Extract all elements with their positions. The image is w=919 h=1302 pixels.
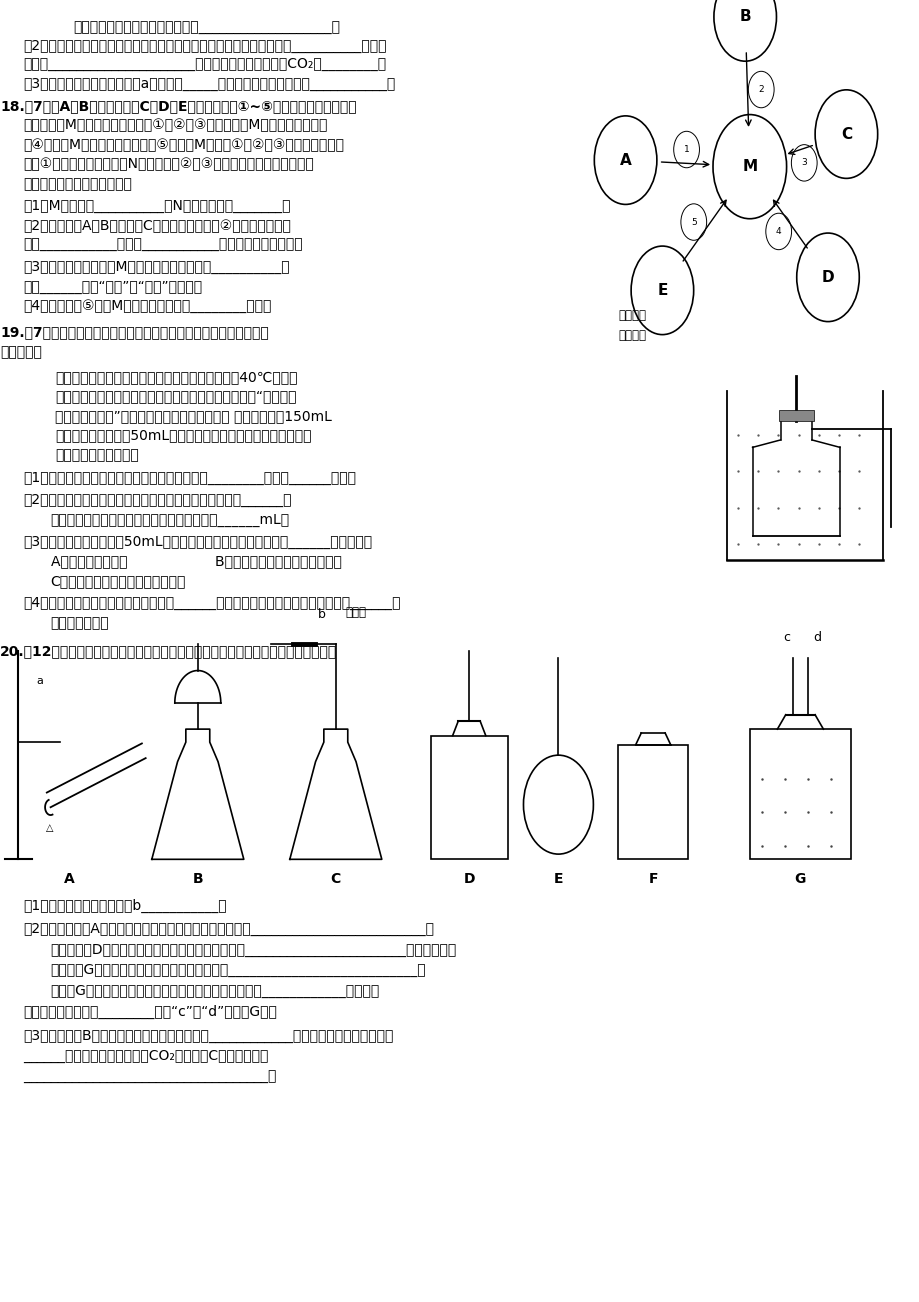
FancyBboxPatch shape bbox=[777, 410, 813, 422]
Text: d: d bbox=[812, 630, 820, 643]
Text: E: E bbox=[656, 283, 667, 298]
Text: D: D bbox=[821, 270, 834, 285]
Text: （答一点即可）: （答一点即可） bbox=[51, 616, 109, 630]
Text: 2: 2 bbox=[757, 85, 763, 94]
Text: 径④来生产M，自然界可通过途径⑤来提供M；途径①、②、③反应类型相同，: 径④来生产M，自然界可通过途径⑤来提供M；途径①、②、③反应类型相同， bbox=[23, 138, 344, 152]
Text: 19.（7分）某化学兴趣小组的同学对空气中氧气含量的测定实验进行: 19.（7分）某化学兴趣小组的同学对空气中氧气含量的测定实验进行 bbox=[0, 326, 268, 340]
Text: （2）白磷从燃烧到息灯冷却的过程中，瓶内水面的变化是______；: （2）白磷从燃烧到息灯冷却的过程中，瓶内水面的变化是______； bbox=[23, 493, 291, 508]
Text: 质未写出，请回答下列问题。: 质未写出，请回答下列问题。 bbox=[23, 177, 131, 191]
Text: 若装置G内装满水用于测定产生氧气的体积，此时还需要____________（填仪器: 若装置G内装满水用于测定产生氧气的体积，此时还需要____________（填仪… bbox=[51, 984, 380, 999]
Text: 若选装置G向上排空气法收集氧气，验满方法为___________________________。: 若选装置G向上排空气法收集氧气，验满方法为___________________… bbox=[51, 963, 425, 978]
Text: 性质为_____________________，因此在一般情况下可用CO₂来________。: 性质为_____________________，因此在一般情况下可用CO₂来_… bbox=[23, 57, 386, 72]
Text: 已知白磷与红磷的组成相同，在空气中，温度超过40℃，白磷: 已知白磷与红磷的组成相同，在空气中，温度超过40℃，白磷 bbox=[55, 370, 298, 384]
Text: 18.（7分）A、B均为纯净物，C、D、E均为混合物；①~⑤五条途径（见右图）都: 18.（7分）A、B均为纯净物，C、D、E均为混合物；①~⑤五条途径（见右图）都 bbox=[0, 99, 357, 113]
Text: 就可以自燃，反应原理和红磷与氧气反应相同。右图是“空气中氧: 就可以自燃，反应原理和红磷与氧气反应相同。右图是“空气中氧 bbox=[55, 389, 297, 404]
Text: 止水夷: 止水夷 bbox=[345, 605, 366, 618]
Text: A: A bbox=[63, 872, 74, 885]
Text: （3）图丙电解水实验中，试管a中气体为_____，该反应的符号表达式为___________。: （3）图丙电解水实验中，试管a中气体为_____，该反应的符号表达式为_____… bbox=[23, 77, 395, 91]
Text: c: c bbox=[782, 630, 789, 643]
Text: 属于______（填“物理”或“化学”）变化。: 属于______（填“物理”或“化学”）变化。 bbox=[23, 280, 202, 294]
Text: （2）图乙实验中观察到下方的蜡烛先息灯，说明二氧化碳的物理性质为__________，化学: （2）图乙实验中观察到下方的蜡烛先息灯，说明二氧化碳的物理性质为________… bbox=[23, 39, 386, 53]
Text: 棒，白磷立即被点燃。: 棒，白磷立即被点燃。 bbox=[55, 448, 139, 462]
Text: C．缓冲集气瓶内的气压的騽然升高: C．缓冲集气瓶内的气压的騽然升高 bbox=[51, 574, 186, 589]
Text: C: C bbox=[840, 126, 851, 142]
Text: （2）实验室若用A装置制取氧气，发生反应的文字表达式为_________________________。: （2）实验室若用A装置制取氧气，发生反应的文字表达式为_____________… bbox=[23, 922, 434, 936]
Text: B: B bbox=[739, 9, 750, 25]
Text: C: C bbox=[330, 872, 341, 885]
Text: 20.（12分）某兴趣小组根据如图装置进行实验室制取气体的探究，请你参与并回答。: 20.（12分）某兴趣小组根据如图装置进行实验室制取气体的探究，请你参与并回答。 bbox=[0, 644, 337, 659]
Text: G: G bbox=[794, 872, 805, 885]
Text: 的集气瓶里，先装进50mL的水，再按图连好仪器，按下热的玻璃: 的集气瓶里，先装进50mL的水，再按图连好仪器，按下热的玻璃 bbox=[55, 428, 312, 443]
Text: B: B bbox=[192, 872, 203, 885]
Text: 下端烧热: 下端烧热 bbox=[618, 309, 645, 322]
FancyBboxPatch shape bbox=[430, 736, 507, 859]
Text: 石灰水中发生反应的文字表达式是___________________。: 石灰水中发生反应的文字表达式是___________________。 bbox=[74, 21, 340, 35]
Text: （3）集气瓶里预先装进瘆50mL水，在实验过程中起到哪些作用？______（填字母）: （3）集气瓶里预先装进瘆50mL水，在实验过程中起到哪些作用？______（填字… bbox=[23, 535, 371, 549]
Text: 若实验非常成功，最终集气瓶中水的体积约为______mL。: 若实验非常成功，最终集气瓶中水的体积约为______mL。 bbox=[51, 513, 289, 527]
FancyBboxPatch shape bbox=[618, 745, 687, 859]
Text: 5: 5 bbox=[690, 217, 696, 227]
Text: A: A bbox=[619, 152, 630, 168]
Text: F: F bbox=[648, 872, 657, 885]
FancyBboxPatch shape bbox=[749, 729, 850, 859]
Text: ___________________________________。: ___________________________________。 bbox=[23, 1070, 276, 1085]
Text: （3）若用装置B制取氧气，反应的符号表达式为____________，锥形瓶中所装黑色固体起: （3）若用装置B制取氧气，反应的符号表达式为____________，锥形瓶中所… bbox=[23, 1029, 393, 1043]
Text: 4: 4 bbox=[775, 227, 780, 236]
Text: D: D bbox=[463, 872, 474, 885]
Text: （4）通过途径⑤提供M在自然界中被称为________作用。: （4）通过途径⑤提供M在自然界中被称为________作用。 bbox=[23, 299, 271, 314]
Text: （3）工业上需要大量的M时，一般采用的方法是__________，: （3）工业上需要大量的M时，一般采用的方法是__________， bbox=[23, 260, 289, 275]
Text: （1）M的名称为__________，N的化学符号是_______。: （1）M的名称为__________，N的化学符号是_______。 bbox=[23, 199, 290, 214]
Text: 名称），氧气由导管________（填“c”或“d”）进入G中。: 名称），氧气由导管________（填“c”或“d”）进入G中。 bbox=[23, 1005, 277, 1019]
Text: 若某同学用D装置收集一瓶较纯净的氧气，当观察到_______________________时开始收集。: 若某同学用D装置收集一瓶较纯净的氧气，当观察到_________________… bbox=[51, 943, 457, 957]
Text: （2）常温下，A、B为固体，C为液体，写出途径②反应的文字表达: （2）常温下，A、B为固体，C为液体，写出途径②反应的文字表达 bbox=[23, 219, 290, 233]
Text: △: △ bbox=[46, 823, 53, 833]
Text: b: b bbox=[317, 608, 325, 621]
Text: 3: 3 bbox=[800, 159, 806, 168]
Text: A．加快集气瓶冷却                    B．液封导气管末端以防气体逸出: A．加快集气瓶冷却 B．液封导气管末端以防气体逸出 bbox=[51, 555, 341, 569]
Text: （4）实验后，集气瓶内剩余气体主要是______，从实验可知这种气体具体的性质有______。: （4）实验后，集气瓶内剩余气体主要是______，从实验可知这种气体具体的性质有… bbox=[23, 596, 400, 611]
Text: 气体积分数测定”实验的改进装置，主要操作是 在实验容积为150mL: 气体积分数测定”实验的改进装置，主要操作是 在实验容积为150mL bbox=[55, 409, 332, 423]
Text: 的玻璃棒: 的玻璃棒 bbox=[618, 328, 645, 341]
Text: （1）请写出白磷与氧气反应的化学符号表达式为________，属于______反应。: （1）请写出白磷与氧气反应的化学符号表达式为________，属于______反… bbox=[23, 471, 356, 486]
Text: 会产生气体M，实验室可利用途径①、②、③反应来制取M，工业上可通过途: 会产生气体M，实验室可利用途径①、②、③反应来制取M，工业上可通过途 bbox=[23, 118, 327, 133]
Text: 途径①反应生成的一种物质N可作为途径②、③反应的催化剂。图中部分物: 途径①反应生成的一种物质N可作为途径②、③反应的催化剂。图中部分物 bbox=[23, 158, 313, 172]
Text: 1: 1 bbox=[683, 145, 688, 154]
Text: 式：___________。属于___________反应（填反应类型）。: 式：___________。属于___________反应（填反应类型）。 bbox=[23, 238, 302, 253]
Text: （1）写出指定仪器的名称：b___________。: （1）写出指定仪器的名称：b___________。 bbox=[23, 898, 226, 913]
Text: ______作用。若用该装置制取CO₂和用装置C相比，优点是: ______作用。若用该装置制取CO₂和用装置C相比，优点是 bbox=[23, 1049, 268, 1064]
Text: a: a bbox=[37, 676, 43, 686]
Text: 如下探究。: 如下探究。 bbox=[0, 345, 42, 359]
Text: E: E bbox=[553, 872, 562, 885]
Text: M: M bbox=[742, 159, 756, 174]
